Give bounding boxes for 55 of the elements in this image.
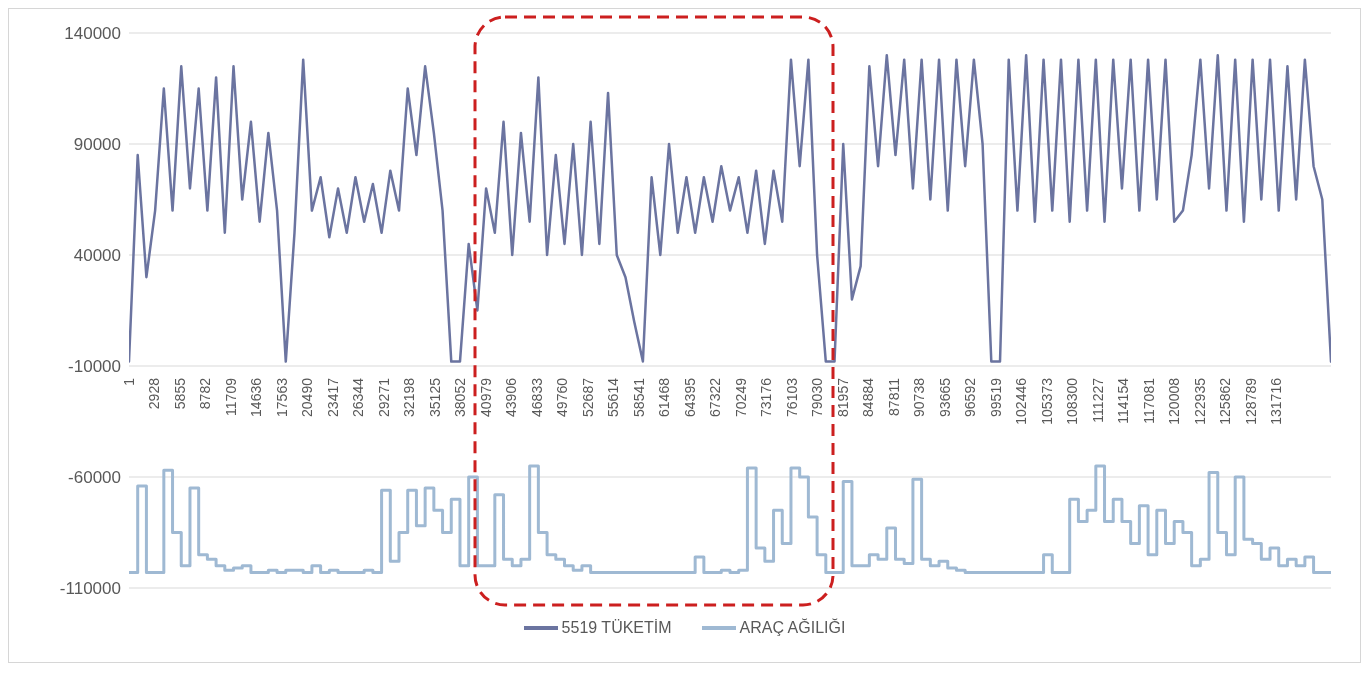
x-tick-label: 108300 xyxy=(1064,377,1081,425)
x-tick-label: 105373 xyxy=(1038,377,1055,425)
y-tick-label: -60000 xyxy=(68,468,121,488)
x-tick-label: 61468 xyxy=(656,377,673,417)
x-tick-label: 11709 xyxy=(222,377,239,416)
x-tick-label: 93665 xyxy=(936,377,953,417)
y-tick-label: 140000 xyxy=(64,24,121,44)
x-tick-label: 70249 xyxy=(732,377,749,417)
legend-label: 5519 TÜKETİM xyxy=(561,619,672,637)
x-tick-label: 2928 xyxy=(146,377,163,410)
x-tick-label: 122935 xyxy=(1191,377,1208,425)
x-tick-label: 90738 xyxy=(911,377,928,417)
x-tick-label: 131716 xyxy=(1268,377,1285,425)
x-tick-label: 96592 xyxy=(962,377,979,417)
x-tick-label: 52687 xyxy=(579,377,596,417)
y-tick-label: -110000 xyxy=(59,579,121,599)
x-tick-label: 55614 xyxy=(605,377,622,417)
x-tick-label: 76103 xyxy=(783,377,800,417)
x-tick-label: 40979 xyxy=(477,377,494,417)
legend-label: ARAÇ AĞILIĞI xyxy=(739,619,846,637)
y-tick-label: 90000 xyxy=(73,135,121,155)
x-tick-label: 117081 xyxy=(1140,377,1157,424)
x-tick-label: 35125 xyxy=(426,377,443,417)
x-tick-label: 38052 xyxy=(452,377,469,417)
x-tick-label: 58541 xyxy=(630,377,647,417)
x-tick-label: 29271 xyxy=(375,377,392,417)
x-tick-label: 32198 xyxy=(401,377,418,417)
x-tick-label: 81957 xyxy=(834,377,851,417)
x-tick-label: 87811 xyxy=(885,377,902,416)
x-tick-label: 26344 xyxy=(350,377,367,417)
x-tick-label: 125862 xyxy=(1217,377,1234,425)
x-tick-label: 99519 xyxy=(987,377,1004,417)
x-tick-label: 8782 xyxy=(197,377,214,410)
x-tick-label: 84884 xyxy=(860,377,877,417)
x-tick-label: 14636 xyxy=(248,377,265,417)
line-series xyxy=(129,53,1331,363)
x-tick-label: 43906 xyxy=(503,377,520,417)
x-tick-label: 67322 xyxy=(707,377,724,417)
x-tick-label: 102446 xyxy=(1013,377,1030,425)
x-tick-label: 120008 xyxy=(1166,377,1183,425)
x-tick-label: 17563 xyxy=(273,377,290,417)
x-tick-label: 73176 xyxy=(758,377,775,417)
y-tick-label: -10000 xyxy=(68,357,121,377)
x-tick-label: 46833 xyxy=(528,377,545,417)
x-tick-label: 1 xyxy=(121,377,137,386)
y-tick-label: 40000 xyxy=(73,246,121,266)
x-tick-label: 111227 xyxy=(1089,377,1106,423)
x-tick-label: 20490 xyxy=(299,377,316,417)
x-tick-label: 64395 xyxy=(681,377,698,417)
x-tick-label: 114154 xyxy=(1115,377,1132,424)
x-tick-label: 79030 xyxy=(809,377,826,417)
x-tick-label: 128789 xyxy=(1242,377,1259,425)
x-tick-label: 5855 xyxy=(171,377,188,410)
x-tick-label: 49760 xyxy=(554,377,571,417)
x-tick-label: 23417 xyxy=(324,377,341,417)
